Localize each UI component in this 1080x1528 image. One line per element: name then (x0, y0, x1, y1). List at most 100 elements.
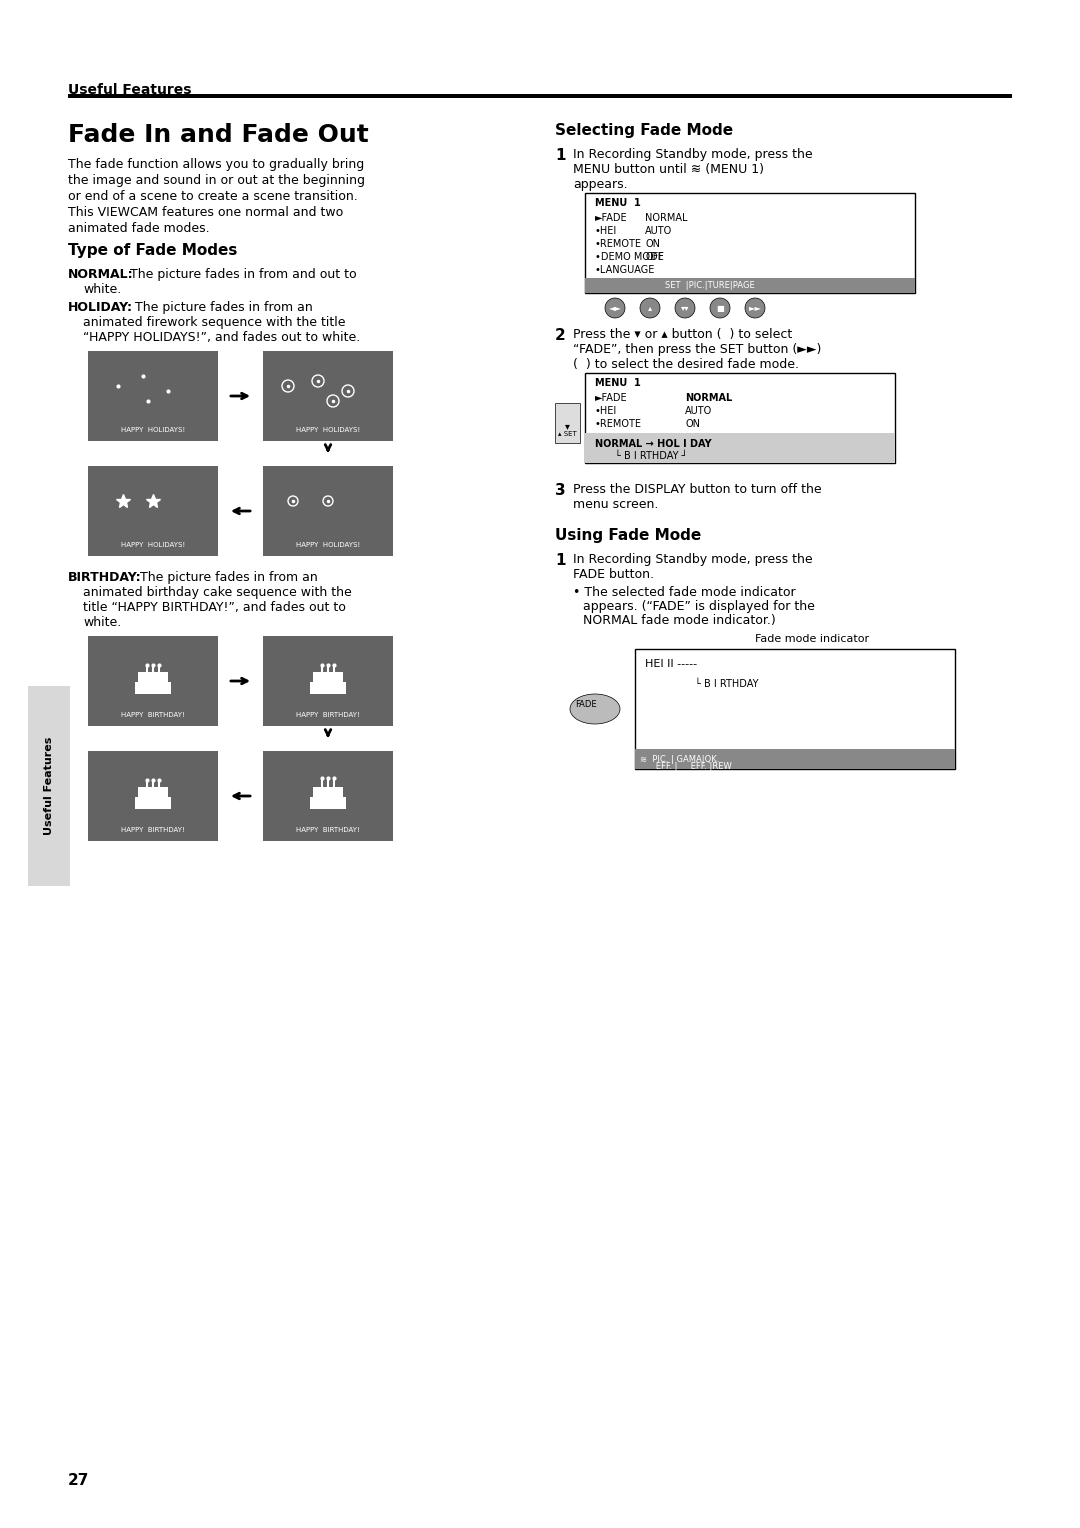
Text: └ B I RTHDAY: └ B I RTHDAY (696, 678, 758, 689)
Text: HAPPY  BIRTHDAY!: HAPPY BIRTHDAY! (121, 827, 185, 833)
Text: BIRTHDAY:: BIRTHDAY: (68, 571, 141, 584)
Bar (310, 798, 346, 808)
Text: Press the DISPLAY button to turn off the: Press the DISPLAY button to turn off the (573, 483, 822, 497)
Bar (635, 649, 955, 769)
Bar (138, 672, 168, 681)
Circle shape (710, 298, 730, 318)
Text: ▾▾: ▾▾ (680, 304, 689, 313)
Text: FADE: FADE (575, 700, 596, 709)
Bar (313, 672, 343, 681)
Text: “HAPPY HOLIDAYS!”, and fades out to white.: “HAPPY HOLIDAYS!”, and fades out to whit… (83, 332, 361, 344)
Bar (87, 750, 218, 840)
Text: ►FADE: ►FADE (595, 393, 627, 403)
Text: animated birthday cake sequence with the: animated birthday cake sequence with the (83, 587, 352, 599)
Text: The picture fades in from an: The picture fades in from an (136, 571, 318, 584)
Text: or end of a scene to create a scene transition.: or end of a scene to create a scene tran… (68, 189, 357, 203)
Bar (555, 403, 580, 443)
Bar (87, 636, 218, 726)
Text: appears.: appears. (573, 177, 627, 191)
Text: •HEI: •HEI (595, 406, 618, 416)
Text: ◄►: ◄► (608, 304, 621, 313)
Bar (635, 749, 955, 769)
Text: animated firework sequence with the title: animated firework sequence with the titl… (83, 316, 346, 329)
Text: In Recording Standby mode, press the: In Recording Standby mode, press the (573, 148, 812, 160)
Text: Useful Features: Useful Features (44, 736, 54, 836)
Bar (585, 193, 915, 293)
Bar (310, 681, 346, 694)
Text: Selecting Fade Mode: Selecting Fade Mode (555, 122, 733, 138)
Text: 3: 3 (555, 483, 566, 498)
Text: (  ) to select the desired fade mode.: ( ) to select the desired fade mode. (573, 358, 799, 371)
Text: animated fade modes.: animated fade modes. (68, 222, 210, 235)
Text: The fade function allows you to gradually bring: The fade function allows you to graduall… (68, 157, 364, 171)
Bar (585, 278, 915, 293)
Bar (585, 432, 895, 463)
Text: HEI II -----: HEI II ----- (645, 659, 697, 669)
Circle shape (640, 298, 660, 318)
Bar (264, 750, 393, 840)
Bar (135, 798, 171, 808)
Bar (135, 681, 171, 694)
Bar (264, 351, 393, 442)
Ellipse shape (570, 694, 620, 724)
Bar (87, 466, 218, 556)
Text: ▴ SET: ▴ SET (557, 431, 577, 437)
Text: title “HAPPY BIRTHDAY!”, and fades out to: title “HAPPY BIRTHDAY!”, and fades out t… (83, 601, 346, 614)
Text: HAPPY  BIRTHDAY!: HAPPY BIRTHDAY! (296, 827, 360, 833)
Text: HAPPY  BIRTHDAY!: HAPPY BIRTHDAY! (296, 712, 360, 718)
Text: MENU  1: MENU 1 (595, 199, 640, 208)
Text: └ B I RTHDAY ┘: └ B I RTHDAY ┘ (615, 451, 688, 461)
Text: AUTO: AUTO (685, 406, 712, 416)
Text: HAPPY  HOLIDAYS!: HAPPY HOLIDAYS! (296, 542, 360, 549)
Text: Press the ▾ or ▴ button (  ) to select: Press the ▾ or ▴ button ( ) to select (573, 329, 793, 341)
Text: •REMOTE: •REMOTE (595, 419, 642, 429)
Bar (264, 466, 393, 556)
Text: appears. (“FADE” is displayed for the: appears. (“FADE” is displayed for the (583, 601, 815, 613)
Text: In Recording Standby mode, press the: In Recording Standby mode, press the (573, 553, 812, 565)
Text: EFF. |     EFF. |REW: EFF. | EFF. |REW (640, 762, 732, 772)
Text: ■: ■ (716, 304, 724, 313)
Text: 27: 27 (68, 1473, 90, 1488)
Text: ▴: ▴ (648, 304, 652, 313)
Text: NORMAL: NORMAL (685, 393, 732, 403)
Text: AUTO: AUTO (645, 226, 672, 235)
Text: ON: ON (685, 419, 700, 429)
Bar (313, 787, 343, 798)
Text: ►FADE: ►FADE (595, 212, 627, 223)
Text: HOLIDAY:: HOLIDAY: (68, 301, 133, 313)
Text: NORMAL → HOL I DAY: NORMAL → HOL I DAY (595, 439, 712, 449)
Text: Type of Fade Modes: Type of Fade Modes (68, 243, 238, 258)
Text: 1: 1 (555, 553, 566, 568)
Circle shape (605, 298, 625, 318)
Text: ON: ON (645, 238, 660, 249)
Text: MENU  1: MENU 1 (595, 377, 640, 388)
Text: menu screen.: menu screen. (573, 498, 659, 510)
Bar (264, 636, 393, 726)
Circle shape (745, 298, 765, 318)
Text: •DEMO MODE: •DEMO MODE (595, 252, 664, 261)
Bar (28, 686, 70, 886)
Text: This VIEWCAM features one normal and two: This VIEWCAM features one normal and two (68, 206, 343, 219)
Text: ≋  PIC. | GAMA|QK.: ≋ PIC. | GAMA|QK. (640, 755, 719, 764)
Text: NORMAL: NORMAL (645, 212, 688, 223)
Text: the image and sound in or out at the beginning: the image and sound in or out at the beg… (68, 174, 365, 186)
Text: OFF: OFF (645, 252, 664, 261)
Bar (138, 787, 168, 798)
Text: NORMAL:: NORMAL: (68, 267, 134, 281)
Circle shape (675, 298, 696, 318)
Text: Fade In and Fade Out: Fade In and Fade Out (68, 122, 368, 147)
Text: FADE button.: FADE button. (573, 568, 654, 581)
Text: •LANGUAGE: •LANGUAGE (595, 264, 656, 275)
Text: The picture fades in from an: The picture fades in from an (131, 301, 313, 313)
Bar (68, 95, 1012, 98)
Bar (585, 373, 895, 463)
Text: MENU button until ≋ (MENU 1): MENU button until ≋ (MENU 1) (573, 163, 764, 176)
Text: HAPPY  BIRTHDAY!: HAPPY BIRTHDAY! (121, 712, 185, 718)
Text: •HEI: •HEI (595, 226, 618, 235)
Text: Useful Features: Useful Features (68, 83, 191, 96)
Text: • The selected fade mode indicator: • The selected fade mode indicator (573, 587, 796, 599)
Bar (0, 0, 1080, 98)
Text: HAPPY  HOLIDAYS!: HAPPY HOLIDAYS! (121, 542, 185, 549)
Text: HAPPY  HOLIDAYS!: HAPPY HOLIDAYS! (121, 426, 185, 432)
Text: white.: white. (83, 283, 121, 296)
